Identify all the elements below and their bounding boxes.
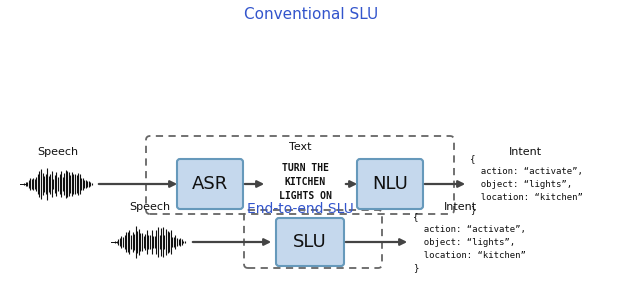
Text: Intent: Intent bbox=[443, 202, 476, 212]
Text: Intent: Intent bbox=[508, 147, 542, 157]
Text: ASR: ASR bbox=[192, 175, 228, 193]
Text: Text: Text bbox=[289, 142, 311, 152]
Text: SLU: SLU bbox=[293, 233, 327, 251]
Text: Speech: Speech bbox=[37, 147, 78, 157]
FancyBboxPatch shape bbox=[177, 159, 243, 209]
Text: End-to-end SLU: End-to-end SLU bbox=[247, 202, 353, 216]
Text: NLU: NLU bbox=[372, 175, 408, 193]
Text: TURN THE
KITCHEN
LIGHTS ON: TURN THE KITCHEN LIGHTS ON bbox=[279, 163, 332, 201]
Text: Speech: Speech bbox=[129, 202, 170, 212]
FancyBboxPatch shape bbox=[357, 159, 423, 209]
FancyBboxPatch shape bbox=[276, 218, 344, 266]
Text: {
  action: “activate”,
  object: “lights”,
  location: “kitchen”
}: { action: “activate”, object: “lights”, … bbox=[413, 212, 526, 272]
Text: {
  action: “activate”,
  object: “lights”,
  location: “kitchen”
}: { action: “activate”, object: “lights”, … bbox=[470, 154, 583, 214]
Text: Conventional SLU: Conventional SLU bbox=[244, 7, 378, 22]
